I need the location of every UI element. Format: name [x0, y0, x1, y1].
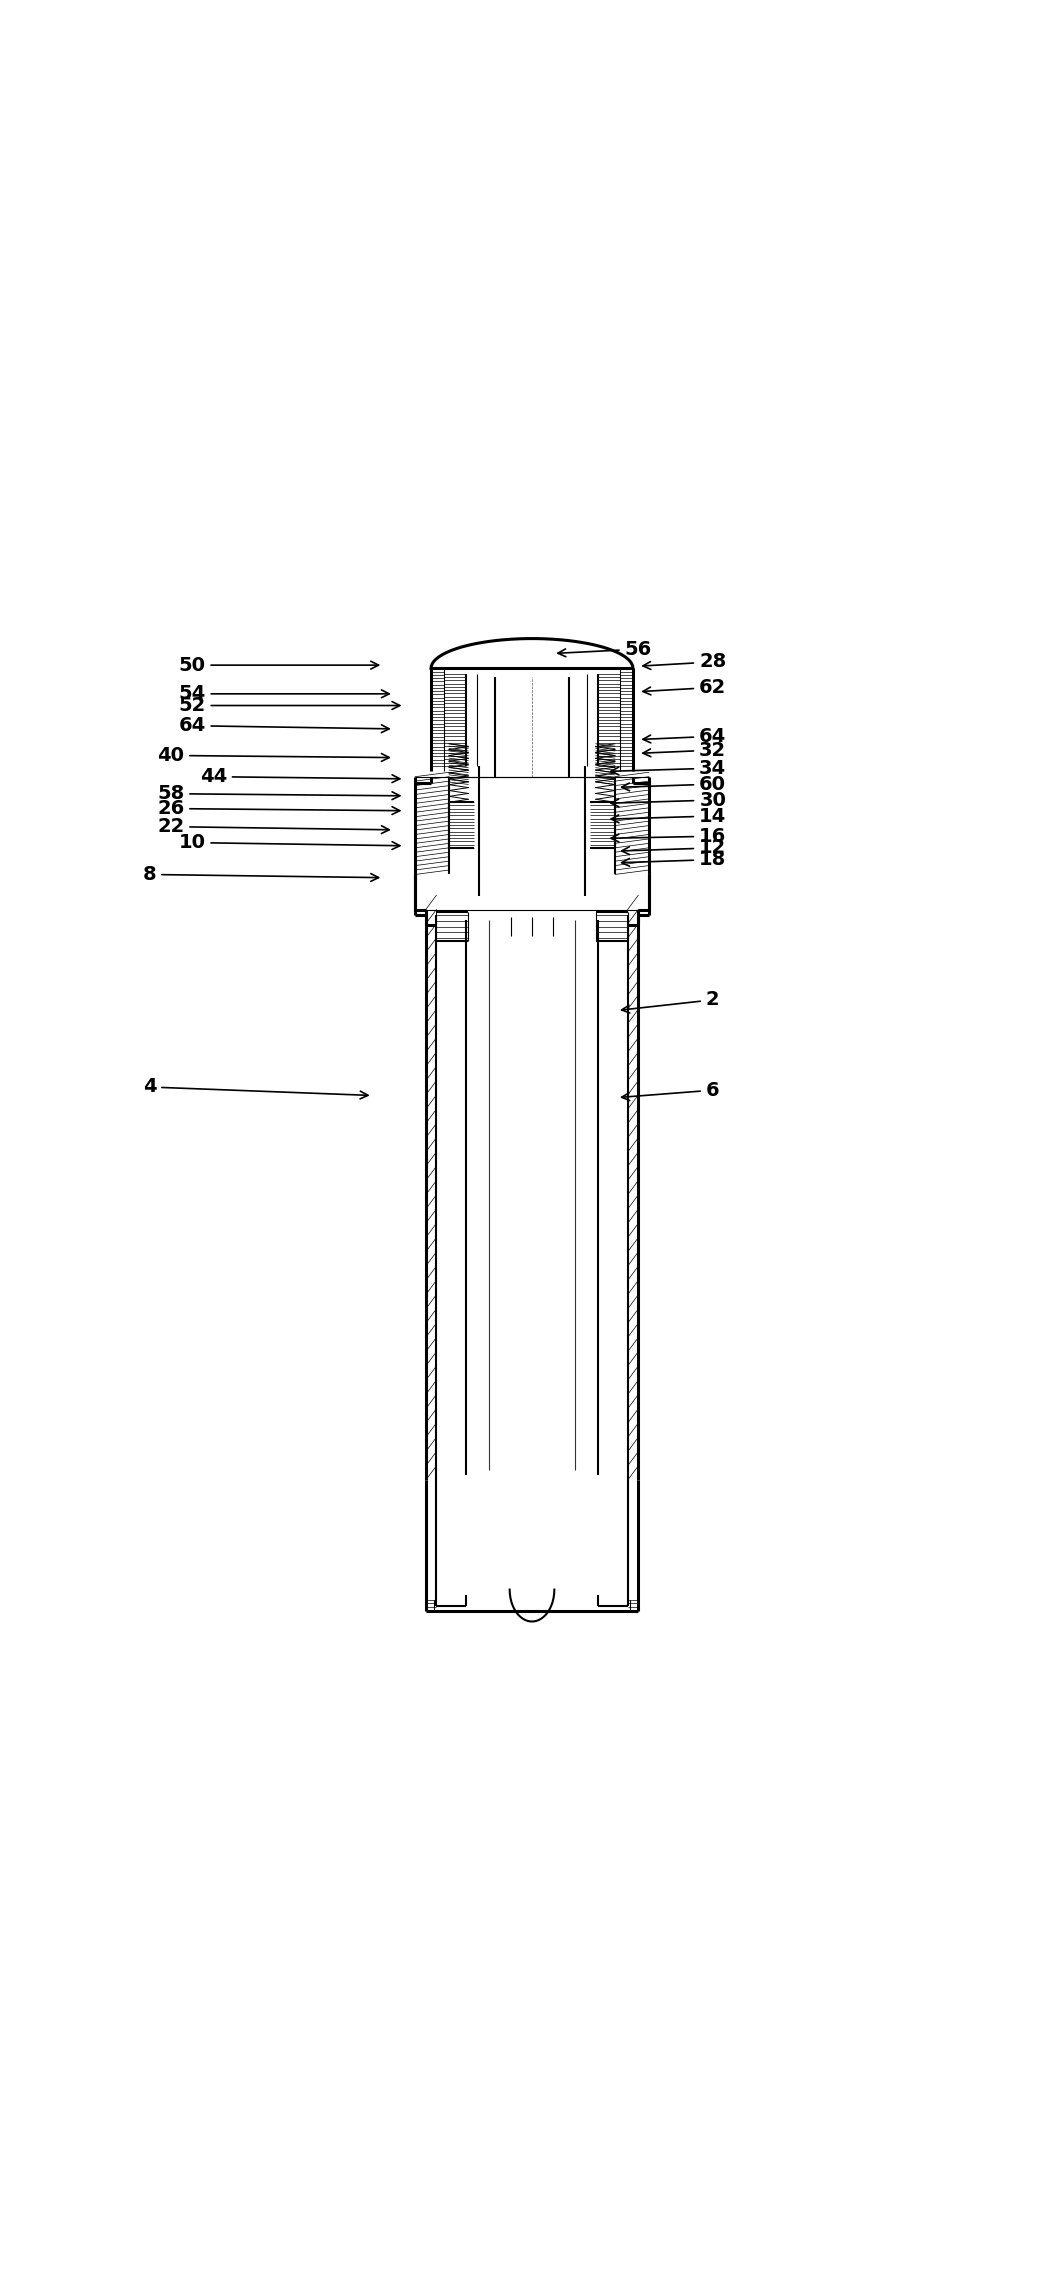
Text: 18: 18 [621, 851, 727, 869]
Text: 64: 64 [179, 717, 389, 735]
Text: 32: 32 [643, 740, 727, 760]
Text: 6: 6 [621, 1081, 719, 1102]
Text: 60: 60 [621, 774, 726, 794]
Text: 4: 4 [143, 1077, 368, 1099]
Text: 22: 22 [157, 817, 389, 835]
Text: 30: 30 [611, 790, 726, 810]
Text: 52: 52 [179, 696, 400, 715]
Text: 12: 12 [621, 838, 727, 858]
Text: 50: 50 [179, 655, 379, 674]
Text: 14: 14 [611, 806, 727, 826]
Text: 16: 16 [611, 826, 727, 847]
Text: 34: 34 [611, 758, 727, 778]
Text: 10: 10 [179, 833, 400, 851]
Text: 54: 54 [179, 685, 389, 703]
Text: 8: 8 [143, 865, 379, 883]
Text: 26: 26 [157, 799, 400, 817]
Text: 40: 40 [157, 747, 389, 765]
Text: 56: 56 [558, 640, 652, 658]
Text: 58: 58 [157, 785, 400, 803]
Text: 62: 62 [643, 678, 727, 696]
Text: 64: 64 [643, 726, 727, 747]
Text: 44: 44 [200, 767, 400, 785]
Text: 28: 28 [643, 653, 727, 671]
Text: 2: 2 [621, 990, 719, 1013]
